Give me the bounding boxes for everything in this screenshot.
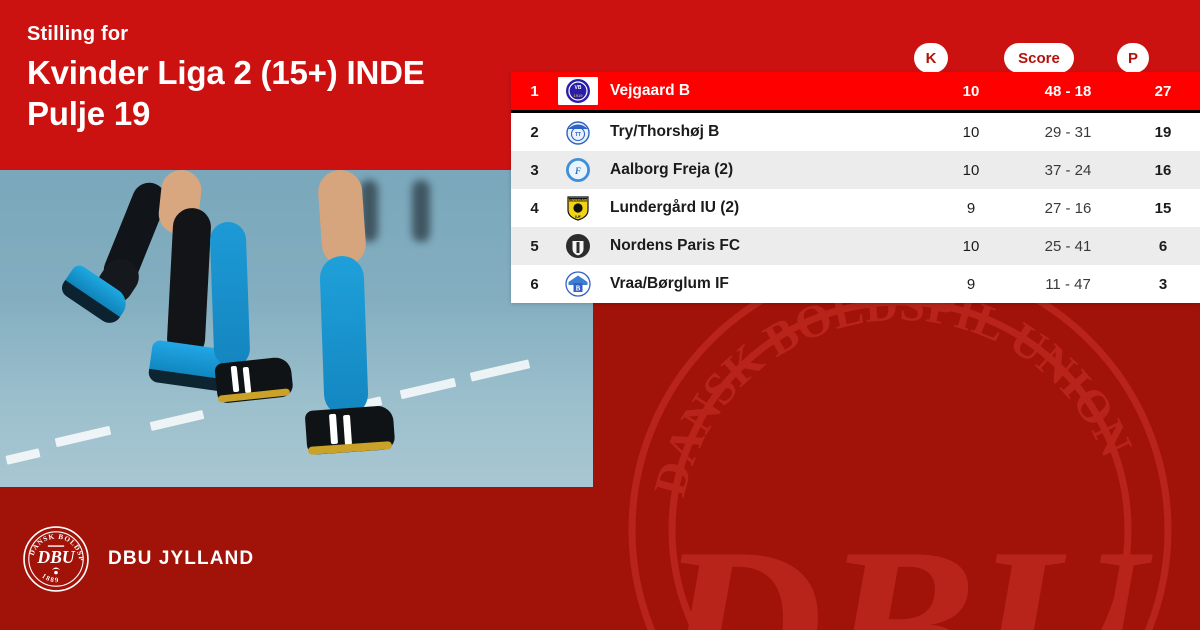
- row-position: 1: [530, 82, 539, 100]
- column-header-k: K: [914, 43, 948, 73]
- row-points: 16: [1154, 161, 1172, 179]
- hero-photo: [0, 170, 593, 487]
- row-position: 2: [530, 123, 539, 141]
- svg-text:1889: 1889: [40, 572, 60, 584]
- row-points: 3: [1158, 275, 1168, 293]
- page-title: Kvinder Liga 2 (15+) INDE Pulje 19: [27, 54, 425, 132]
- row-k: 10: [962, 123, 980, 141]
- row-team: Nordens Paris FC: [610, 237, 741, 254]
- table-row[interactable]: 2 TT Try/Thorshøj B 10 29 - 31 19: [511, 113, 1200, 151]
- standings-table: 1 VB 1919 Vejgaard B 10 48 - 18 27 2: [511, 72, 1200, 303]
- player-leg: [209, 221, 251, 368]
- row-score: 11 - 47: [1045, 275, 1091, 293]
- aalborg-freja-crest: F: [558, 157, 598, 183]
- row-position: 4: [530, 199, 539, 217]
- player-leg: [166, 207, 212, 359]
- row-k: 9: [966, 275, 976, 293]
- player-leg: [319, 255, 369, 417]
- svg-text:DANSK BOLDSPIL UNION: DANSK BOLDSPIL UNION: [644, 279, 1143, 502]
- row-k: 9: [966, 199, 976, 217]
- row-score: 48 - 18: [1044, 82, 1092, 100]
- dbu-emblem: DANSK BOLDSPIL UNION 1889 DBU: [19, 519, 90, 593]
- table-row[interactable]: 6 B Vraa/Børglum IF 9 11 - 47 3: [511, 265, 1200, 303]
- row-position: 3: [530, 161, 539, 179]
- row-score: 27 - 16: [1044, 199, 1092, 217]
- row-k: 10: [962, 161, 980, 179]
- table-row[interactable]: 4 LUNDERGÅRD IUF Lundergård IU (2) 9 27 …: [511, 189, 1200, 227]
- row-k: 10: [962, 82, 980, 100]
- row-position: 5: [530, 237, 539, 255]
- row-team: Aalborg Freja (2): [610, 161, 734, 178]
- svg-text:F: F: [574, 166, 581, 176]
- svg-text:1919: 1919: [574, 93, 584, 98]
- row-team: Vejgaard B: [610, 82, 691, 99]
- footer-brand-bar: DANSK BOLDSPIL UNION 1889 DBU DBU JYLLAN…: [0, 487, 1200, 630]
- row-points: 6: [1158, 237, 1168, 255]
- row-points: 15: [1154, 199, 1172, 217]
- nordens-paris-crest: [558, 233, 598, 259]
- row-position: 6: [530, 275, 539, 293]
- svg-text:VB: VB: [575, 85, 582, 91]
- svg-text:DBU: DBU: [36, 547, 76, 567]
- row-team: Vraa/Børglum IF: [610, 275, 729, 292]
- row-score: 37 - 24: [1044, 161, 1092, 179]
- table-row[interactable]: 1 VB 1919 Vejgaard B 10 48 - 18 27: [511, 72, 1200, 113]
- row-k: 10: [962, 237, 980, 255]
- page-kicker: Stilling for: [27, 23, 129, 45]
- row-points: 19: [1154, 123, 1172, 141]
- table-row[interactable]: 3 F Aalborg Freja (2) 10 37 - 24 16: [511, 151, 1200, 189]
- svg-text:TT: TT: [575, 132, 581, 138]
- svg-text:LUNDERGÅRD: LUNDERGÅRD: [569, 197, 588, 202]
- row-score: 25 - 41: [1044, 237, 1092, 255]
- row-score: 29 - 31: [1044, 123, 1092, 141]
- column-header-score: Score: [1004, 43, 1074, 73]
- row-points: 27: [1154, 82, 1172, 100]
- column-header-p: P: [1117, 43, 1149, 73]
- vejgaard-b-crest: VB 1919: [558, 77, 598, 105]
- svg-text:B: B: [576, 285, 581, 293]
- player-leg: [316, 170, 368, 268]
- background-legs: [412, 180, 430, 242]
- vraa-borglum-crest: B: [558, 271, 598, 297]
- lundergaard-crest: LUNDERGÅRD IUF: [558, 195, 598, 221]
- brand-label: DBU JYLLAND: [108, 547, 255, 569]
- try-thorshoj-crest: TT: [558, 119, 598, 145]
- row-team: Lundergård IU (2): [610, 199, 740, 216]
- table-row[interactable]: 5 Nordens Paris FC 10 25 - 41 6: [511, 227, 1200, 265]
- svg-text:IUF: IUF: [575, 215, 580, 219]
- row-team: Try/Thorshøj B: [610, 123, 720, 140]
